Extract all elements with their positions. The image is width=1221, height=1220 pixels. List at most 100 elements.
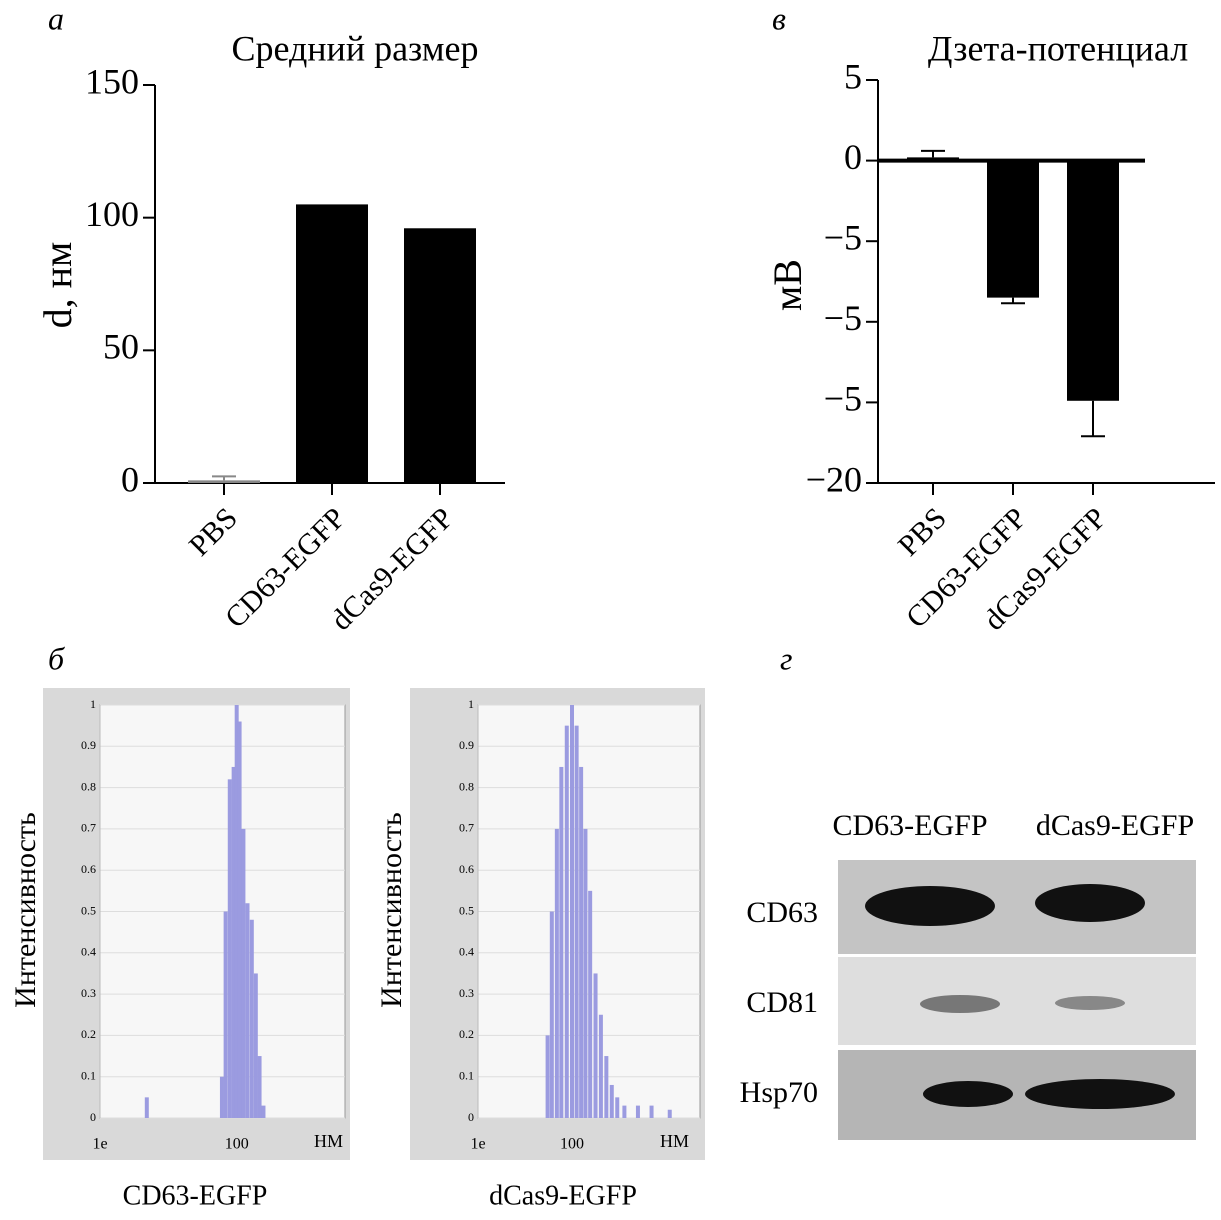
caption: CD63-EGFP [123,1180,268,1211]
bar [241,828,246,1118]
bar [245,903,250,1118]
band [1055,996,1125,1010]
chart-title: Средний размер [231,28,478,68]
column-label: CD63-EGFP [832,809,987,842]
y-tick-label: 0.8 [81,779,96,793]
y-tick-label: 1 [468,697,474,711]
row-label: Hsp70 [740,1076,818,1109]
bar [219,1076,224,1118]
bar [667,1109,672,1118]
row-label: CD81 [746,986,818,1019]
bar [188,480,260,483]
band [865,886,995,926]
bar [559,766,564,1118]
y-tick-label: 1 [90,697,96,711]
bar [261,1105,266,1118]
band [923,1081,1013,1107]
y-tick-label: −5 [824,379,862,419]
y-tick-label: 0.3 [459,986,474,1000]
band [920,995,1000,1013]
bar [574,725,579,1118]
band [1035,884,1145,922]
bar [564,725,569,1118]
y-tick-label: 0.5 [459,903,474,917]
panel-letter: а [48,0,64,36]
y-tick-label: 0.6 [81,862,96,876]
y-tick-label: 0.6 [459,862,474,876]
x-tick-label: 100 [560,1136,584,1153]
bar [253,973,258,1118]
bar [237,721,242,1118]
y-tick-label: −5 [824,217,862,257]
panel-letter: б [48,640,65,676]
bar [635,1105,640,1118]
y-tick-label: 0 [90,1110,96,1124]
y-tick-label: 0.3 [81,986,96,1000]
bar [987,160,1039,298]
y-tick-label: −20 [806,459,862,499]
y-tick-label: 0.1 [81,1068,96,1082]
bar [569,705,574,1118]
bar [615,1097,620,1118]
band [1025,1079,1175,1109]
y-tick-label: 0.2 [459,1027,474,1041]
bar [583,828,588,1118]
bar [588,890,593,1118]
bar [249,919,254,1118]
y-tick-label: 0.7 [81,821,96,835]
bar [227,779,232,1118]
bar [609,1084,614,1118]
bar [404,228,476,483]
y-tick-label: 0.4 [81,945,96,959]
y-tick-label: 0.9 [81,738,96,752]
bar [604,1056,609,1118]
bar [1067,160,1119,401]
y-axis-label: Интенсивность [375,812,408,1008]
western-blot: г CD63-EGFP dCas9-EGFP CD63 CD81 Hsp70 [740,640,1196,1140]
y-tick-label: 0.7 [459,821,474,835]
x-tick-label: 100 [225,1136,249,1153]
column-label: dCas9-EGFP [1036,809,1194,842]
y-tick-label: 0.2 [81,1027,96,1041]
bar [549,911,554,1118]
y-tick-label: 0.4 [459,945,474,959]
y-tick-label: 100 [85,194,139,234]
bar [622,1105,627,1118]
bar [234,705,239,1118]
y-tick-label: 0 [844,137,862,177]
bar [579,766,584,1118]
panel-letter: в [772,0,786,36]
row-label: CD63 [746,896,818,929]
y-tick-label: 150 [85,61,139,101]
bar [144,1097,149,1118]
y-tick-label: 0 [468,1110,474,1124]
blot-strip [838,957,1196,1045]
x-tick-label: 1e [470,1136,485,1153]
x-tick-label: PBS [183,501,244,562]
y-tick-label: −5 [824,298,862,338]
bar [593,973,598,1118]
bar [545,1035,550,1118]
y-tick-label: 5 [844,56,862,96]
y-axis-label: d, нм [35,242,80,329]
y-tick-label: 0 [121,459,139,499]
bar [554,828,559,1118]
x-axis-unit: НМ [314,1131,343,1151]
bar [223,911,228,1118]
y-tick-label: 0.9 [459,738,474,752]
bar [257,1056,262,1118]
chart-title: Дзета-потенциал [928,28,1188,68]
y-axis-label: мВ [765,259,810,311]
bar [296,204,368,483]
y-tick-label: 0.1 [459,1068,474,1082]
y-tick-label: 0.5 [81,903,96,917]
bar [649,1105,654,1118]
caption: dCas9-EGFP [489,1180,637,1211]
y-tick-label: 50 [103,327,139,367]
bar [231,766,236,1118]
y-tick-label: 0.8 [459,779,474,793]
x-axis-unit: НМ [660,1131,689,1151]
panel-letter: г [780,640,792,676]
bar [598,1014,603,1118]
